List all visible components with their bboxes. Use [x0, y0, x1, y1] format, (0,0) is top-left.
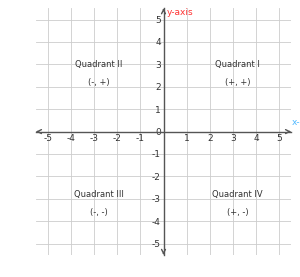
Text: Quadrant III: Quadrant III	[74, 190, 124, 199]
Text: Quadrant I: Quadrant I	[215, 60, 260, 69]
Text: Quadrant II: Quadrant II	[75, 60, 122, 69]
Text: (+, +): (+, +)	[225, 78, 250, 87]
Text: x-axis: x-axis	[292, 118, 300, 127]
Text: (-, -): (-, -)	[90, 208, 107, 217]
Text: Quadrant IV: Quadrant IV	[212, 190, 263, 199]
Text: (+, -): (+, -)	[227, 208, 248, 217]
Text: (-, +): (-, +)	[88, 78, 110, 87]
Text: y-axis: y-axis	[166, 8, 193, 17]
